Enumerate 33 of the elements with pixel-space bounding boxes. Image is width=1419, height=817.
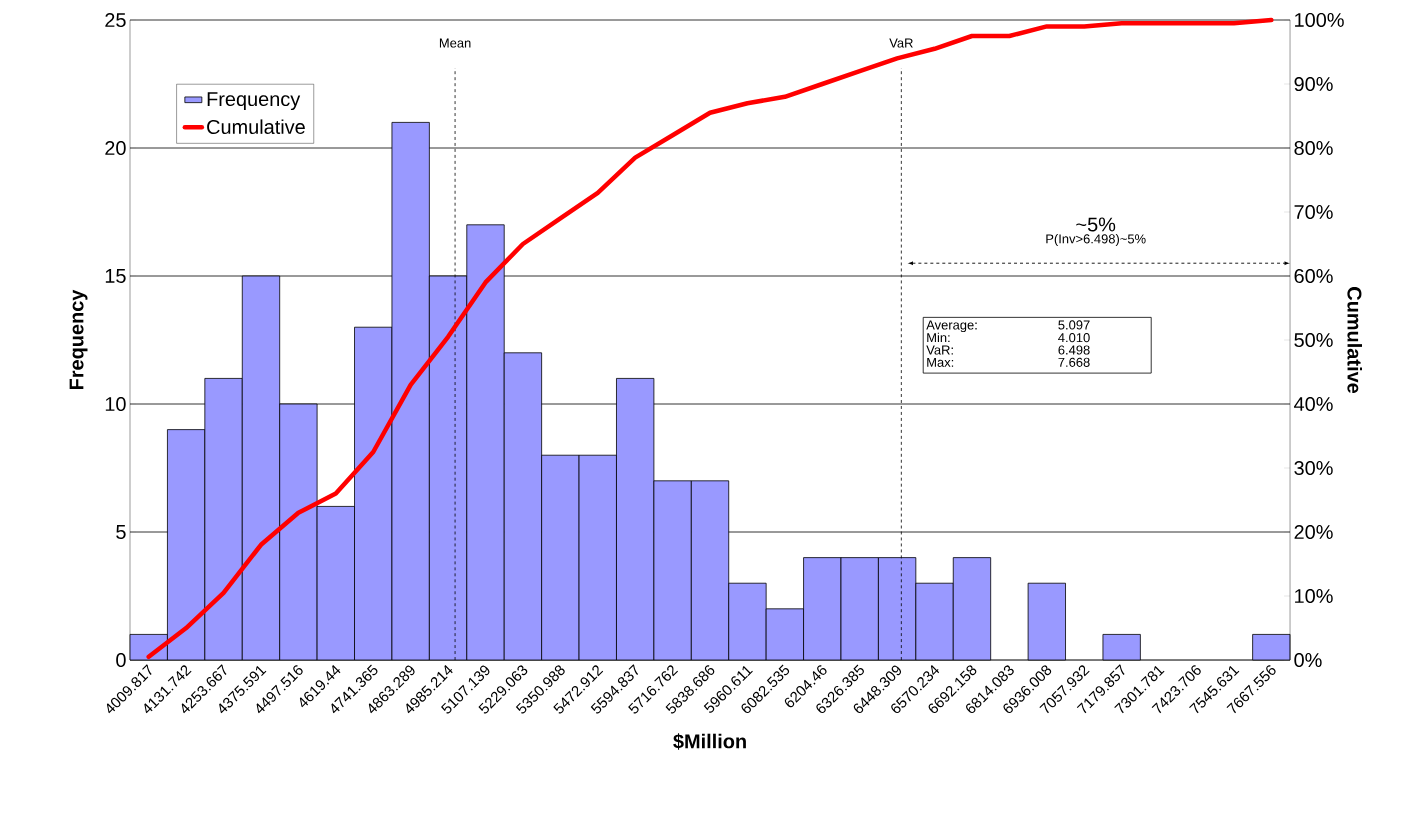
y2-tick-label: 40% — [1294, 396, 1333, 412]
annotation: Average: — [926, 320, 977, 333]
y2-tick-label: 30% — [1294, 460, 1333, 476]
y2-tick-label: 10% — [1295, 588, 1333, 604]
annotation: 6.498 — [1058, 345, 1090, 355]
annotation: 4.010 — [1058, 333, 1090, 343]
y2-tick-label: 0% — [1294, 652, 1322, 668]
y-tick-label: 25 — [105, 12, 126, 28]
y2-tick-label: 80% — [1294, 140, 1333, 156]
y-tick-label: 10 — [105, 396, 126, 412]
legend-label: Cumulative — [207, 119, 305, 135]
ref-line-label: VaR — [889, 38, 913, 48]
x-axis-title: $Million — [673, 733, 746, 750]
y-tick-label: 5 — [116, 525, 126, 539]
annotation: Max: — [927, 357, 954, 367]
annotation: 7.668 — [1058, 357, 1090, 367]
legend-label: Frequency — [207, 92, 301, 111]
y2-tick-label: 20% — [1294, 524, 1333, 540]
annotation: P(Inv>6.498)~5% — [1046, 233, 1146, 247]
y2-tick-label: 90% — [1294, 76, 1333, 92]
y2-tick-label: 60% — [1294, 268, 1333, 284]
y2-axis-title: Cumulative — [1347, 287, 1362, 394]
y-axis-title: Frequency — [69, 289, 88, 390]
y2-tick-label: 50% — [1294, 332, 1333, 348]
y-tick-label: 15 — [105, 269, 126, 283]
annotation: Min: — [927, 332, 950, 343]
annotation: ~5% — [1076, 217, 1116, 232]
y-tick-label: 20 — [105, 140, 126, 156]
annotation: 5.097 — [1058, 320, 1090, 330]
y2-tick-label: 100% — [1295, 12, 1344, 28]
annotation: VaR: — [926, 345, 953, 355]
y2-tick-label: 70% — [1294, 204, 1333, 220]
ref-line-label: Mean — [439, 38, 471, 48]
